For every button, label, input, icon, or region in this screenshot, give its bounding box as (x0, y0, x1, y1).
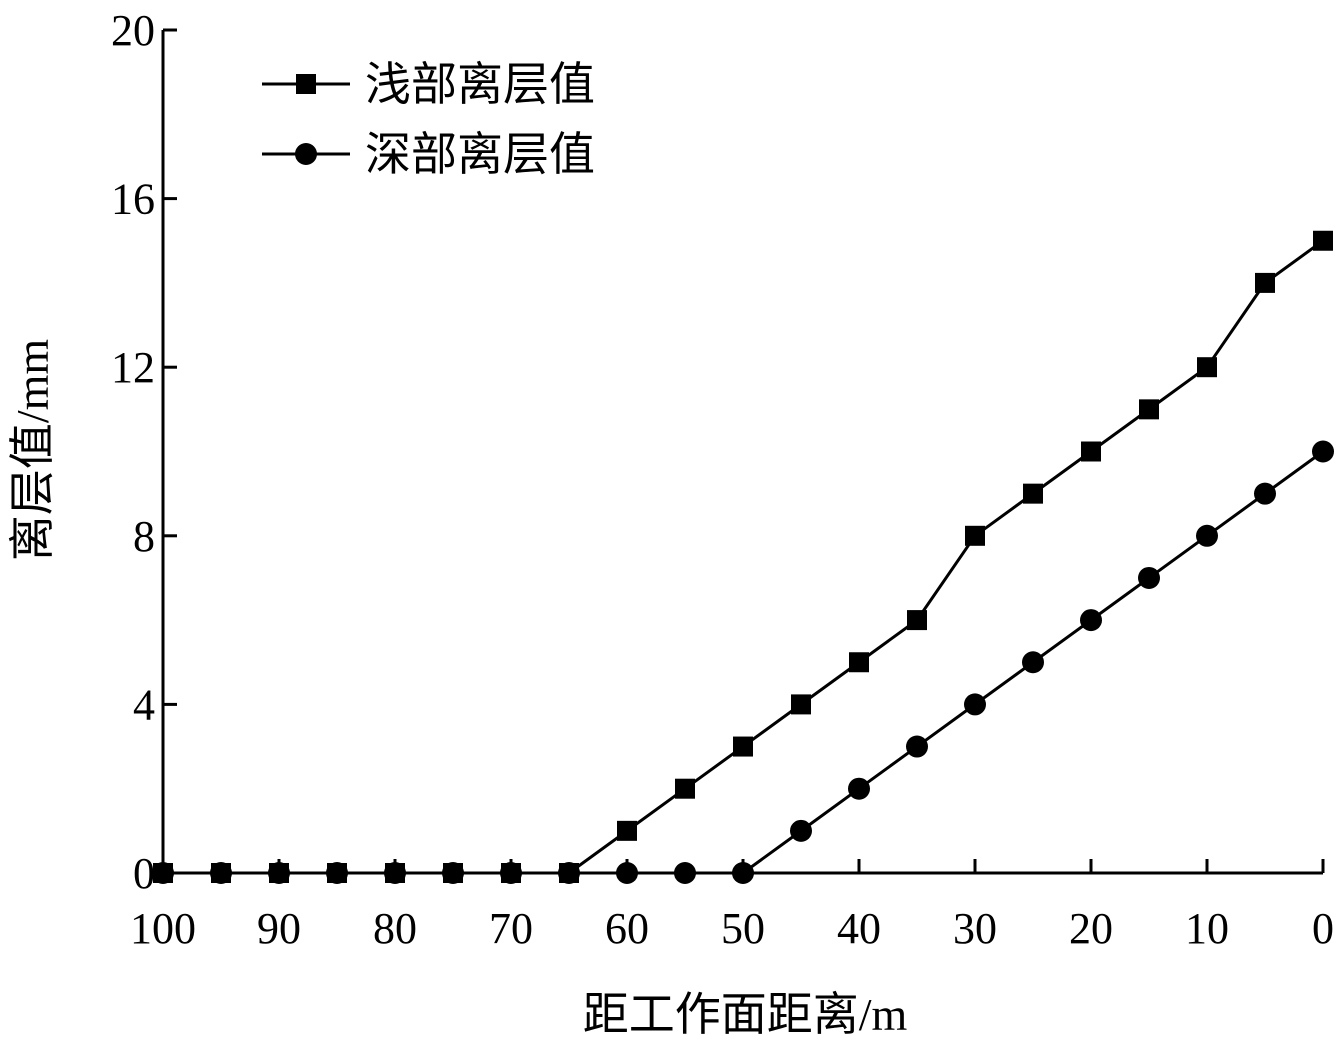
data-point-square (849, 652, 869, 673)
data-point-square (1197, 357, 1217, 378)
data-point-circle (1022, 651, 1044, 674)
y-tick-label: 0 (133, 849, 155, 898)
series-layer (152, 230, 1334, 884)
y-tick-label: 16 (111, 175, 155, 224)
series-1 (153, 230, 1333, 883)
data-point-square (907, 610, 927, 631)
data-point-circle (616, 862, 638, 884)
data-point-square (733, 736, 753, 757)
x-axis-title: 距工作面距离/m (583, 989, 908, 1040)
x-tick-label: 20 (1069, 904, 1113, 953)
data-point-circle (1312, 440, 1334, 463)
data-point-circle (500, 862, 522, 884)
x-tick-label: 10 (1185, 904, 1229, 953)
x-tick-label: 30 (953, 904, 997, 953)
x-tick-label: 100 (130, 904, 196, 953)
legend-marker-square (296, 74, 316, 94)
data-point-circle (848, 777, 870, 800)
legend-label: 深部离层值 (365, 129, 595, 180)
series-line (163, 450, 1324, 875)
data-point-square (617, 820, 637, 841)
data-point-circle (152, 862, 174, 884)
data-point-circle (790, 819, 812, 842)
data-point-circle (674, 862, 696, 884)
data-point-circle (558, 862, 580, 884)
y-tick-label: 20 (111, 6, 155, 55)
data-point-circle (1254, 482, 1276, 505)
data-point-square (791, 694, 811, 715)
x-tick-label: 40 (837, 904, 881, 953)
legend-label: 浅部离层值 (365, 59, 595, 110)
data-point-circle (384, 862, 406, 884)
data-point-circle (964, 693, 986, 716)
data-point-square (1313, 230, 1333, 251)
y-tick-label: 4 (133, 680, 155, 729)
data-point-circle (1138, 566, 1160, 589)
data-point-circle (326, 862, 348, 884)
data-point-circle (1080, 609, 1102, 632)
y-tick-label: 8 (133, 512, 155, 561)
data-point-circle (1196, 524, 1218, 547)
data-point-square (1023, 483, 1043, 504)
x-tick-label: 50 (721, 904, 765, 953)
data-point-square (1081, 441, 1101, 462)
x-tick-label: 70 (489, 904, 533, 953)
y-axis-title: 离层值/mm (7, 339, 58, 562)
data-point-circle (732, 862, 754, 884)
data-point-square (1255, 272, 1275, 293)
series-2 (152, 440, 1334, 884)
data-point-circle (210, 862, 232, 884)
data-point-circle (268, 862, 290, 884)
x-tick-label: 0 (1312, 904, 1334, 953)
data-point-square (965, 525, 985, 546)
data-point-circle (906, 735, 928, 758)
x-tick-label: 60 (605, 904, 649, 953)
data-point-square (675, 778, 695, 799)
data-point-square (1139, 399, 1159, 420)
series-line (163, 239, 1324, 875)
data-point-circle (442, 862, 464, 884)
y-tick-label: 12 (111, 343, 155, 392)
legend-marker-circle (295, 143, 317, 165)
x-tick-label: 80 (373, 904, 417, 953)
x-tick-label: 90 (257, 904, 301, 953)
